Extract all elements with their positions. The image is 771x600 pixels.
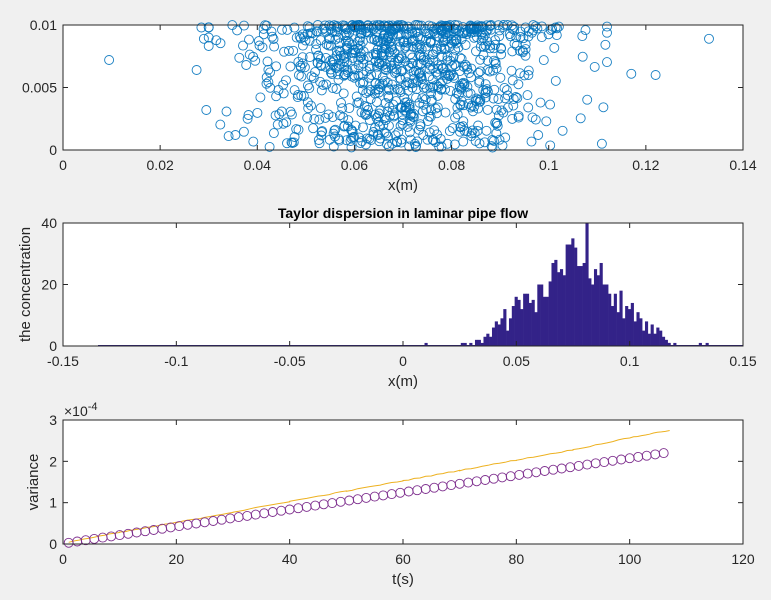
x-tick-label: 0.1 <box>620 353 640 369</box>
variance-exponent-label: ×10-4 <box>64 401 98 419</box>
x-tick-label: 0.15 <box>729 353 756 369</box>
y-tick-label: 0 <box>49 536 57 552</box>
x-tick-label: 0.04 <box>244 157 271 173</box>
variance-axes[interactable]: 0 20 40 60 80 100 120 0 1 2 3 ×10-4 t(s) variance <box>25 401 755 588</box>
histogram-ylabel: the concentration <box>17 227 34 342</box>
x-tick-label: -0.15 <box>47 353 79 369</box>
x-tick-label: 0.06 <box>341 157 368 173</box>
histogram-axes[interactable]: -0.15 -0.1 -0.05 0 0.05 0.1 0.15 0 20 40 Taylor d… <box>17 205 757 390</box>
x-tick-label: 60 <box>395 551 411 567</box>
x-tick-label: 40 <box>282 551 298 567</box>
x-tick-label: 0 <box>59 551 67 567</box>
x-tick-label: 20 <box>169 551 185 567</box>
x-tick-label: 0.02 <box>147 157 174 173</box>
y-tick-label: 0 <box>49 142 57 158</box>
histogram-xlabel: x(m) <box>388 373 418 390</box>
x-tick-label: 0 <box>399 353 407 369</box>
histogram-title: Taylor dispersion in laminar pipe flow <box>278 205 528 221</box>
variance-xlabel: t(s) <box>392 571 414 588</box>
histogram-ticks: -0.15 -0.1 -0.05 0 0.05 0.1 0.15 0 20 40 <box>41 215 756 369</box>
x-tick-label: 120 <box>731 551 755 567</box>
variance-ylabel: variance <box>25 454 42 511</box>
y-tick-label: 0.01 <box>30 17 57 33</box>
x-tick-label: 0.08 <box>438 157 465 173</box>
x-tick-label: 0.12 <box>632 157 659 173</box>
y-tick-label: 20 <box>41 277 57 293</box>
x-tick-label: 0 <box>59 157 67 173</box>
y-tick-label: 40 <box>41 215 57 231</box>
x-tick-label: -0.1 <box>164 353 188 369</box>
y-tick-label: 0 <box>49 338 57 354</box>
scatter-axes[interactable]: 0 0.02 0.04 0.06 0.08 0.1 0.12 0.14 0 0.005 0.01 x… <box>22 17 757 194</box>
y-tick-label: 3 <box>49 412 57 428</box>
x-tick-label: -0.05 <box>274 353 306 369</box>
variance-ticks: 0 20 40 60 80 100 120 0 1 2 3 <box>49 412 755 567</box>
x-tick-label: 0.05 <box>503 353 530 369</box>
x-tick-label: 80 <box>509 551 525 567</box>
scatter-ticks: 0 0.02 0.04 0.06 0.08 0.1 0.12 0.14 0 0.005 0.01 <box>22 17 757 173</box>
scatter-points <box>104 20 714 153</box>
y-tick-label: 1 <box>49 495 57 511</box>
y-tick-label: 2 <box>49 453 57 469</box>
variance-axes-background <box>63 420 743 544</box>
x-tick-label: 100 <box>618 551 642 567</box>
y-tick-label: 0.005 <box>22 80 57 96</box>
x-tick-label: 0.14 <box>729 157 756 173</box>
scatter-xlabel: x(m) <box>388 177 418 194</box>
variance-series <box>63 430 670 548</box>
x-tick-label: 0.1 <box>539 157 559 173</box>
